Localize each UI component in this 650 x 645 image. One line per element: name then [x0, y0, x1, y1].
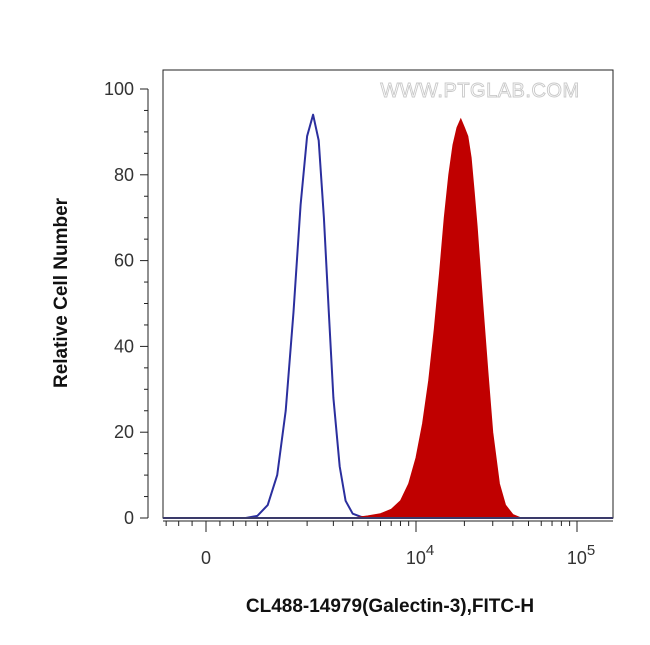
y-tick-label: 100: [104, 79, 134, 99]
y-tick-label: 20: [114, 422, 134, 442]
y-axis-title: Relative Cell Number: [51, 197, 72, 388]
x-tick-label: 0: [201, 548, 211, 568]
y-tick-label: 40: [114, 336, 134, 356]
x-axis-title: CL488-14979(Galectin-3),FITC-H: [246, 596, 534, 617]
plot-frame: [162, 69, 614, 519]
watermark-text: WWW.PTGLAB.COM: [380, 80, 579, 102]
y-tick-label: 80: [114, 165, 134, 185]
x-tick-label: 104: [406, 542, 434, 568]
y-tick-label: 0: [124, 508, 134, 528]
x-tick-label: 105: [567, 542, 595, 568]
histogram-outline-series: [245, 113, 369, 519]
histogram-filled-series: [352, 117, 522, 519]
y-tick-label: 60: [114, 251, 134, 271]
